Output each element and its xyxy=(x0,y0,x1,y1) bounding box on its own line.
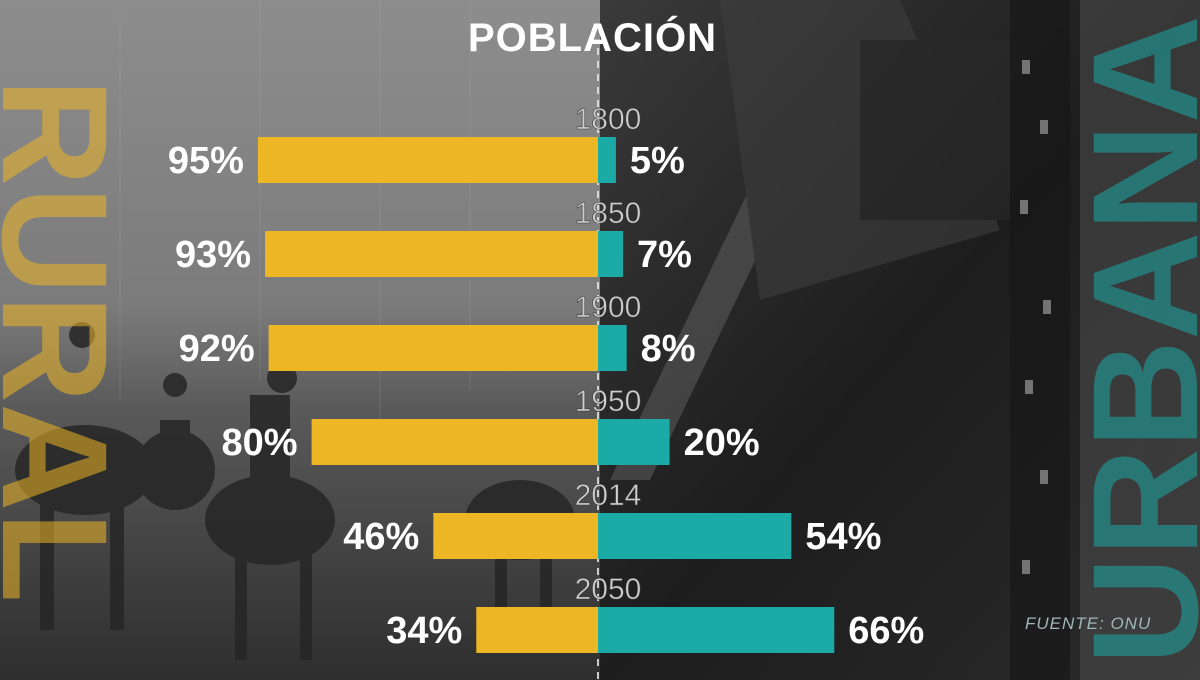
urban-value-1900: 8% xyxy=(641,328,696,370)
year-label-1900: 1900 xyxy=(575,291,642,324)
urban-value-2014: 54% xyxy=(805,516,881,558)
rural-bar-1950 xyxy=(311,419,598,465)
rural-bar-2014 xyxy=(433,513,598,559)
urban-bar-1850 xyxy=(598,231,624,277)
rural-side-label: RURAL xyxy=(0,77,139,603)
urban-value-1800: 5% xyxy=(630,140,685,182)
urban-value-1950: 20% xyxy=(684,422,760,464)
urban-value-2050: 66% xyxy=(848,610,924,652)
year-label-1800: 1800 xyxy=(575,103,642,136)
chart-title: POBLACIÓN xyxy=(468,16,717,60)
urban-bar-1900 xyxy=(598,325,627,371)
urban-value-1850: 7% xyxy=(637,234,692,276)
rural-bar-1900 xyxy=(268,325,598,371)
rural-bar-2050 xyxy=(476,607,598,653)
urban-bar-1950 xyxy=(598,419,670,465)
year-label-1850: 1850 xyxy=(575,197,642,230)
year-label-1950: 1950 xyxy=(575,385,642,418)
rural-bar-1800 xyxy=(257,137,598,183)
rural-value-2050: 34% xyxy=(386,610,462,652)
rural-value-1950: 80% xyxy=(222,422,298,464)
source-note: FUENTE: ONU xyxy=(1025,614,1152,633)
urban-bar-2050 xyxy=(598,607,835,653)
year-label-2014: 2014 xyxy=(575,479,642,512)
rural-value-1900: 92% xyxy=(179,328,255,370)
rural-value-1800: 95% xyxy=(168,140,244,182)
rural-value-2014: 46% xyxy=(343,516,419,558)
urban-bar-1800 xyxy=(598,137,616,183)
year-label-2050: 2050 xyxy=(575,573,642,606)
rural-value-1850: 93% xyxy=(175,234,251,276)
rural-bar-1850 xyxy=(265,231,598,277)
urban-bar-2014 xyxy=(598,513,792,559)
